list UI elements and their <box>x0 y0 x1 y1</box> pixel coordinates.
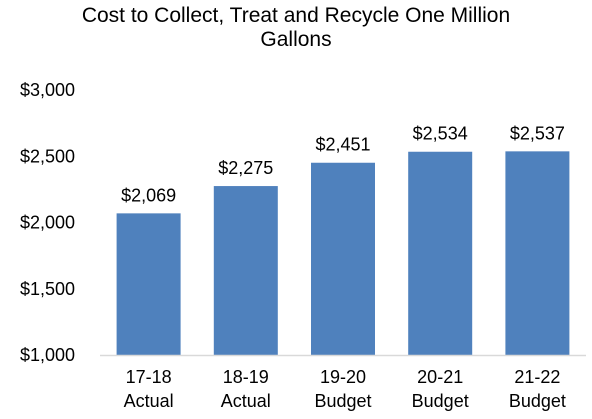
x-tick-label: Budget <box>509 391 566 411</box>
bar <box>116 213 181 355</box>
bar <box>311 162 375 355</box>
y-tick-label: $3,000 <box>20 80 75 100</box>
x-tick-label: 20-21 <box>417 367 463 387</box>
data-label: $2,451 <box>315 135 370 155</box>
chart-title-line-2: Gallons <box>260 28 332 51</box>
chart-title-line-1: Cost to Collect, Treat and Recycle One M… <box>81 4 511 27</box>
bar <box>505 151 570 355</box>
y-tick-label: $1,000 <box>20 345 75 365</box>
x-tick-label: 19-20 <box>320 367 366 387</box>
x-tick-label: 21-22 <box>514 367 560 387</box>
x-tick-label: Budget <box>412 391 469 411</box>
data-label: $2,537 <box>510 123 565 143</box>
x-tick-label: 18-19 <box>223 367 269 387</box>
data-label: $2,534 <box>413 124 468 144</box>
data-label: $2,069 <box>121 185 176 205</box>
x-tick-label: Actual <box>124 391 174 411</box>
x-tick-label: Budget <box>314 391 371 411</box>
x-tick-label: Actual <box>221 391 271 411</box>
y-tick-label: $2,500 <box>20 146 75 166</box>
bar <box>408 151 473 355</box>
y-tick-label: $1,500 <box>20 279 75 299</box>
chart-title: Cost to Collect, Treat and Recycle One M… <box>0 4 592 52</box>
data-label: $2,275 <box>218 158 273 178</box>
y-tick-label: $2,000 <box>20 213 75 233</box>
bar <box>213 186 278 355</box>
x-tick-label: 17-18 <box>126 367 172 387</box>
